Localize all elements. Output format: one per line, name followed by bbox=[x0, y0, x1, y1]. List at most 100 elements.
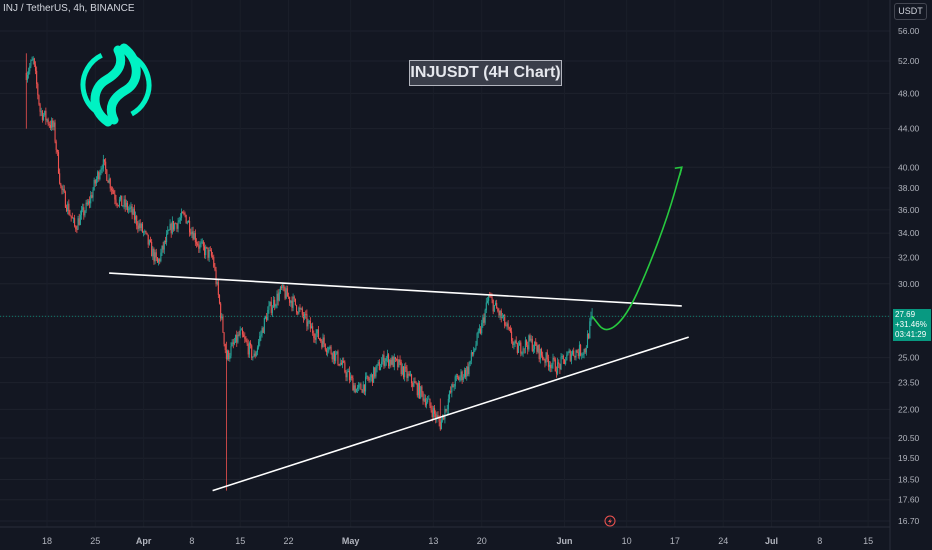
candle-body bbox=[278, 292, 280, 301]
price-tick-label: 25.00 bbox=[898, 353, 920, 363]
candle-body bbox=[139, 223, 141, 228]
currency-badge[interactable]: USDT bbox=[894, 3, 927, 20]
candle-body bbox=[55, 141, 57, 150]
candle-body bbox=[520, 342, 522, 354]
candle-body bbox=[471, 352, 474, 355]
candle-body bbox=[49, 124, 51, 128]
candle-body bbox=[482, 317, 484, 324]
candle-body bbox=[465, 369, 467, 377]
candle-body bbox=[459, 377, 461, 381]
candle-body bbox=[187, 220, 189, 223]
candle-body bbox=[424, 398, 426, 406]
candle-body bbox=[523, 348, 525, 350]
candle-body bbox=[581, 354, 583, 356]
candle-body bbox=[57, 151, 60, 174]
candle-body bbox=[94, 179, 96, 184]
candle-body bbox=[71, 217, 73, 219]
candle-body bbox=[504, 314, 506, 326]
trendlines bbox=[0, 166, 890, 492]
candle-body bbox=[60, 183, 62, 187]
candle-body bbox=[212, 255, 214, 258]
candle-body bbox=[344, 362, 346, 373]
candle-body bbox=[546, 352, 548, 360]
candle-body bbox=[174, 223, 176, 230]
candle-body bbox=[237, 334, 239, 343]
candle-body bbox=[557, 362, 559, 374]
candle-body bbox=[468, 364, 470, 375]
candle-body bbox=[497, 308, 499, 311]
candle-body bbox=[262, 328, 264, 333]
candle-body bbox=[429, 398, 431, 406]
flash-icon[interactable] bbox=[604, 515, 616, 527]
candle-body bbox=[436, 415, 438, 419]
candle-body bbox=[588, 333, 590, 339]
candle-body bbox=[489, 296, 491, 298]
candle-body bbox=[70, 215, 72, 218]
candle-body bbox=[529, 335, 531, 341]
candle-body bbox=[452, 384, 454, 388]
candle-body bbox=[431, 410, 433, 418]
candle-body bbox=[331, 353, 333, 360]
candle-body bbox=[466, 366, 468, 377]
candle-body bbox=[404, 366, 406, 378]
price-tick-label: 48.00 bbox=[898, 88, 920, 98]
candle-body bbox=[371, 374, 373, 383]
candle-body bbox=[158, 259, 160, 263]
candle-body bbox=[186, 222, 188, 224]
candle-body bbox=[337, 351, 339, 365]
candle-body bbox=[232, 342, 234, 344]
candle-body bbox=[370, 374, 372, 378]
candle-body bbox=[307, 321, 309, 327]
candle-body bbox=[125, 202, 127, 208]
candle-body bbox=[197, 243, 199, 246]
candle-body bbox=[31, 60, 33, 61]
candle-body bbox=[572, 350, 574, 355]
price-tick-label: 18.50 bbox=[898, 475, 920, 485]
candle-body bbox=[325, 349, 327, 353]
candle-body bbox=[97, 172, 99, 179]
candle-body bbox=[498, 310, 500, 316]
candle-body bbox=[485, 302, 487, 311]
candle-body bbox=[319, 338, 321, 340]
candle-body bbox=[322, 337, 324, 348]
candle-body bbox=[193, 233, 195, 240]
candle-body bbox=[172, 220, 175, 230]
time-tick-label: Apr bbox=[136, 536, 152, 546]
candle-body bbox=[266, 316, 268, 321]
candle-body bbox=[350, 376, 352, 381]
candle-body bbox=[287, 296, 290, 298]
candle-body bbox=[340, 362, 342, 365]
candle-body bbox=[467, 366, 469, 375]
candle-body bbox=[354, 385, 356, 393]
candle-body bbox=[136, 216, 138, 226]
candle-body bbox=[532, 349, 534, 352]
candle-body bbox=[210, 250, 212, 256]
candle-body bbox=[228, 350, 230, 359]
candle-body bbox=[222, 316, 224, 333]
candle-body bbox=[198, 245, 200, 249]
time-tick-label: 25 bbox=[90, 536, 100, 546]
candle-body bbox=[376, 364, 378, 369]
candle-body bbox=[213, 257, 215, 267]
candle-body bbox=[457, 376, 459, 377]
candle-body bbox=[338, 364, 340, 366]
candle-body bbox=[41, 111, 43, 120]
last-price-badge: 27.69 +31.46% 03:41:29 bbox=[893, 309, 931, 341]
candle-body bbox=[454, 376, 456, 387]
candle-body bbox=[511, 331, 513, 342]
candle-body bbox=[313, 333, 315, 339]
candle-body bbox=[582, 354, 584, 356]
candle-body bbox=[106, 169, 108, 181]
candle-body bbox=[369, 377, 371, 381]
candle-body bbox=[377, 362, 379, 365]
candle-body bbox=[215, 269, 217, 284]
candle-body bbox=[297, 312, 299, 314]
candle-body bbox=[159, 259, 161, 262]
candle-body bbox=[267, 309, 269, 321]
candle-body bbox=[233, 342, 235, 344]
candle-body bbox=[117, 205, 119, 206]
candle-body bbox=[314, 338, 316, 340]
candle-body bbox=[69, 214, 71, 216]
candle-body bbox=[550, 364, 552, 369]
